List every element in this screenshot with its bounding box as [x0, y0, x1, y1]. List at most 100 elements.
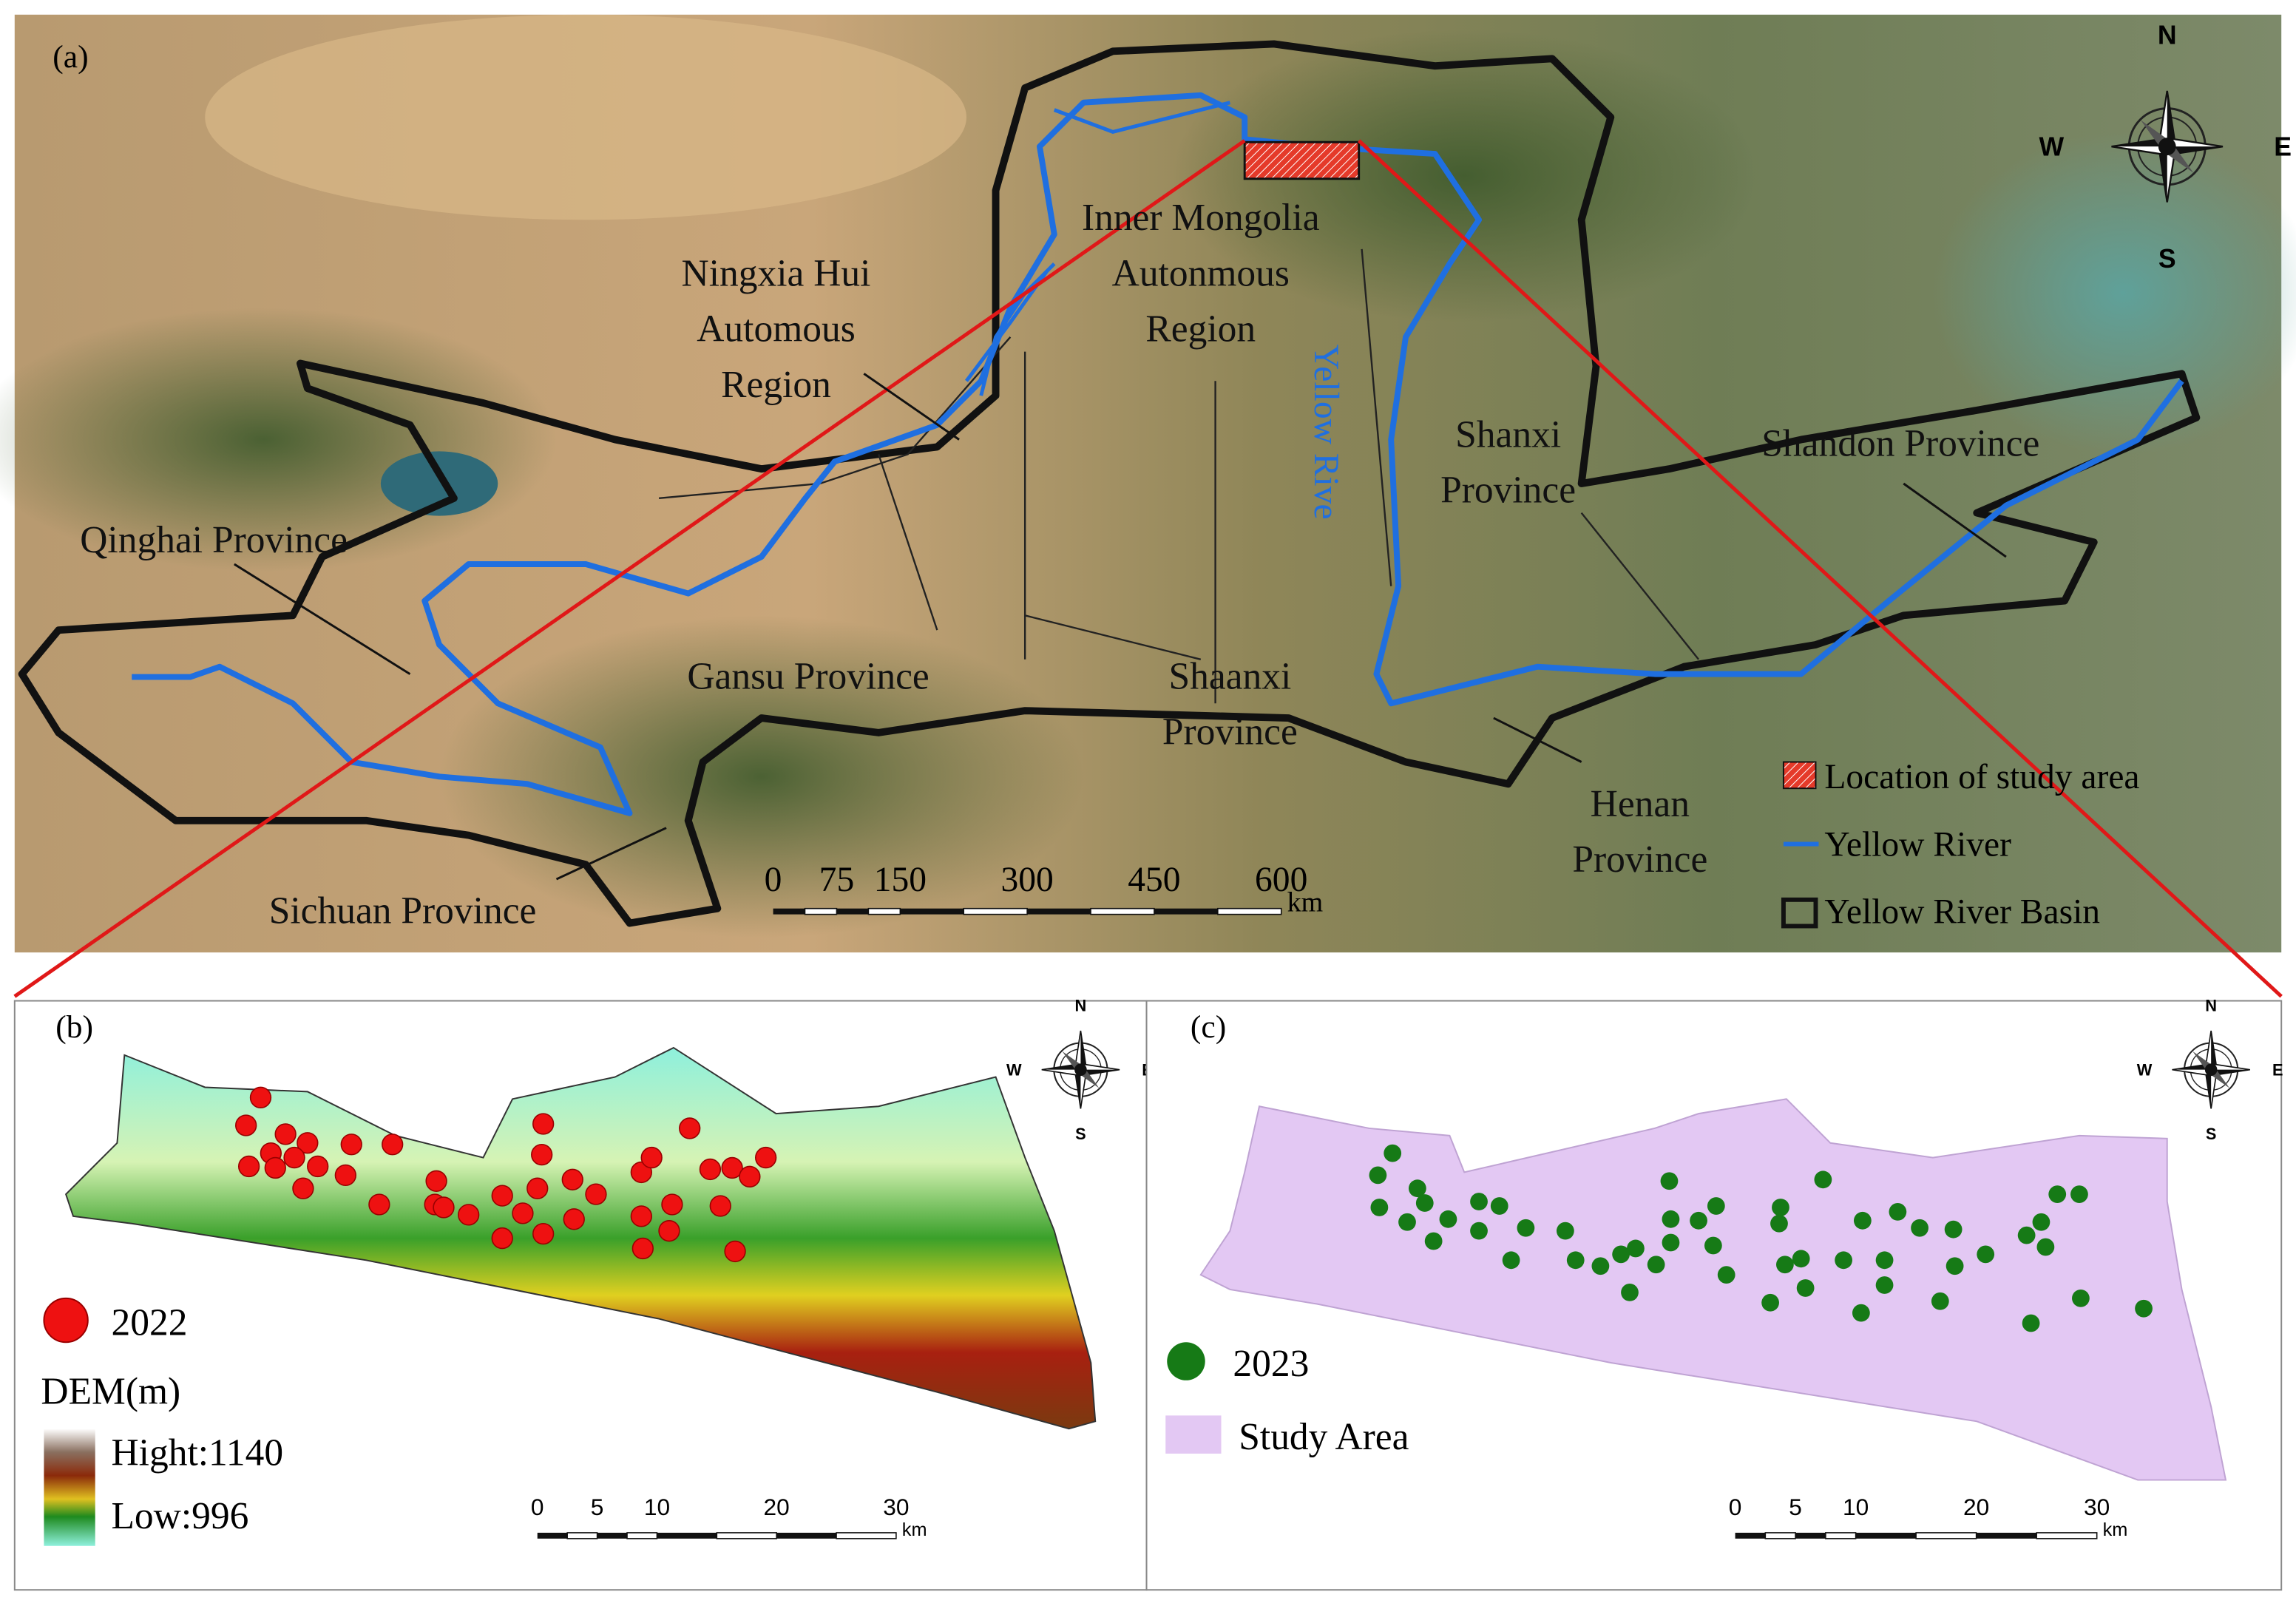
scale-segment [1855, 1532, 1917, 1539]
legend-label: Low:996 [111, 1495, 248, 1537]
scale-segment [836, 1532, 897, 1539]
region-label: Province [1440, 470, 1576, 512]
region-label: Sichuan Province [269, 890, 537, 932]
sample-point [1556, 1222, 1574, 1240]
sample-point [631, 1237, 654, 1260]
legend-swatch [1781, 897, 1818, 929]
scale-label: 0 [531, 1494, 544, 1520]
sample-point [1662, 1233, 1680, 1252]
sample-point [1707, 1197, 1725, 1215]
sample-point [531, 1143, 553, 1166]
scale-unit: km [902, 1519, 927, 1540]
sample-point [1911, 1219, 1928, 1237]
basin-outline [18, 40, 2201, 927]
sample-point [1470, 1222, 1488, 1240]
study-area-location [1243, 140, 1361, 180]
sample-point [585, 1183, 607, 1205]
compass-letter: N [2205, 996, 2217, 1014]
sample-point [1566, 1251, 1585, 1270]
panel-b: (b) 2022 DEM(m) Hight:1140 Low:996 NSEW … [13, 996, 1153, 1591]
scale-segment [836, 908, 869, 915]
sample-point [1490, 1197, 1508, 1215]
study-area [1199, 1098, 2227, 1481]
legend-label: 2022 [111, 1301, 187, 1344]
sample-point [1612, 1245, 1630, 1264]
compass-letter: W [2137, 1060, 2153, 1079]
sample-point [1814, 1170, 1832, 1189]
scale-label: 30 [883, 1494, 909, 1520]
region-label: Region [721, 364, 831, 406]
legend-swatch [1165, 1415, 1222, 1454]
sample-point [1621, 1284, 1639, 1301]
sample-point [1690, 1211, 1707, 1230]
scale-unit: km [2103, 1519, 2128, 1540]
sample-point [2135, 1299, 2153, 1318]
sample-point [1717, 1266, 1735, 1284]
compass-letter: E [2272, 1060, 2283, 1079]
sample-point [1945, 1257, 1964, 1275]
study-area-dem [64, 1046, 1097, 1430]
scale-segment [900, 908, 964, 915]
zoom-line [13, 139, 1246, 998]
sample-point [1875, 1276, 1894, 1294]
sample-point [382, 1134, 404, 1156]
compass-letter: W [1006, 1060, 1022, 1079]
sample-point [458, 1204, 480, 1226]
sample-point [2070, 1185, 2088, 1204]
sample-point [699, 1158, 722, 1181]
sample-point [235, 1114, 257, 1136]
sea [1932, 132, 2296, 455]
panel-label: (c) [1191, 1009, 1226, 1045]
scale-label: 5 [1789, 1494, 1802, 1520]
region-label: Shanxi [1455, 413, 1561, 455]
region-label: Region [1145, 308, 1256, 350]
sample-point [532, 1222, 555, 1245]
scale-segment [716, 1532, 777, 1539]
panel-label: (b) [55, 1009, 93, 1045]
sample-point [1408, 1179, 1426, 1198]
scale-segment [626, 1532, 658, 1539]
terrain [1171, 29, 1758, 322]
scale-segment [2036, 1532, 2098, 1539]
panel-a: (a) Inner Mongolia Autonmous Region Ningxia… [0, 14, 2296, 998]
sample-point [2072, 1289, 2090, 1307]
region-label: Shaanxi [1168, 655, 1291, 697]
sample-point [491, 1185, 513, 1207]
sample-points [1369, 1144, 2153, 1332]
sample-point [249, 1086, 272, 1108]
province-boundary [658, 248, 1699, 704]
compass-letter: N [1075, 996, 1087, 1014]
scale-segment [867, 907, 901, 915]
region-label: Henan [1591, 783, 1690, 825]
sample-point [1470, 1193, 1488, 1210]
sample-point [679, 1117, 701, 1139]
scale-segment [537, 1532, 568, 1539]
region-label: Province [1162, 711, 1298, 753]
sample-point [2048, 1185, 2067, 1204]
scale-segment [1976, 1532, 2037, 1539]
sample-point [1931, 1292, 1949, 1310]
sample-point [2022, 1314, 2040, 1332]
sample-point [1662, 1210, 1680, 1228]
region-label: Qinghai Province [80, 519, 348, 561]
scale-segment [1217, 907, 1282, 915]
legend-swatch [1782, 761, 1817, 790]
sample-point [368, 1193, 390, 1216]
sample-point [292, 1177, 314, 1199]
sample-point [563, 1208, 585, 1230]
scale-segment [1090, 907, 1155, 915]
compass-letter: S [1075, 1125, 1086, 1143]
scale-segment [1735, 1532, 1766, 1539]
sample-point [2032, 1213, 2051, 1231]
sample-point [307, 1155, 329, 1178]
desert [205, 14, 966, 220]
dem-colorbar [44, 1429, 95, 1546]
legend-label: Location of study area [1824, 758, 2139, 796]
legend-label: 2023 [1233, 1343, 1309, 1385]
scale-label: 30 [2084, 1494, 2110, 1520]
sample-point [1660, 1172, 1679, 1190]
sample-point [283, 1146, 305, 1169]
sample-point [1415, 1194, 1434, 1212]
yellow-river [132, 92, 2184, 816]
